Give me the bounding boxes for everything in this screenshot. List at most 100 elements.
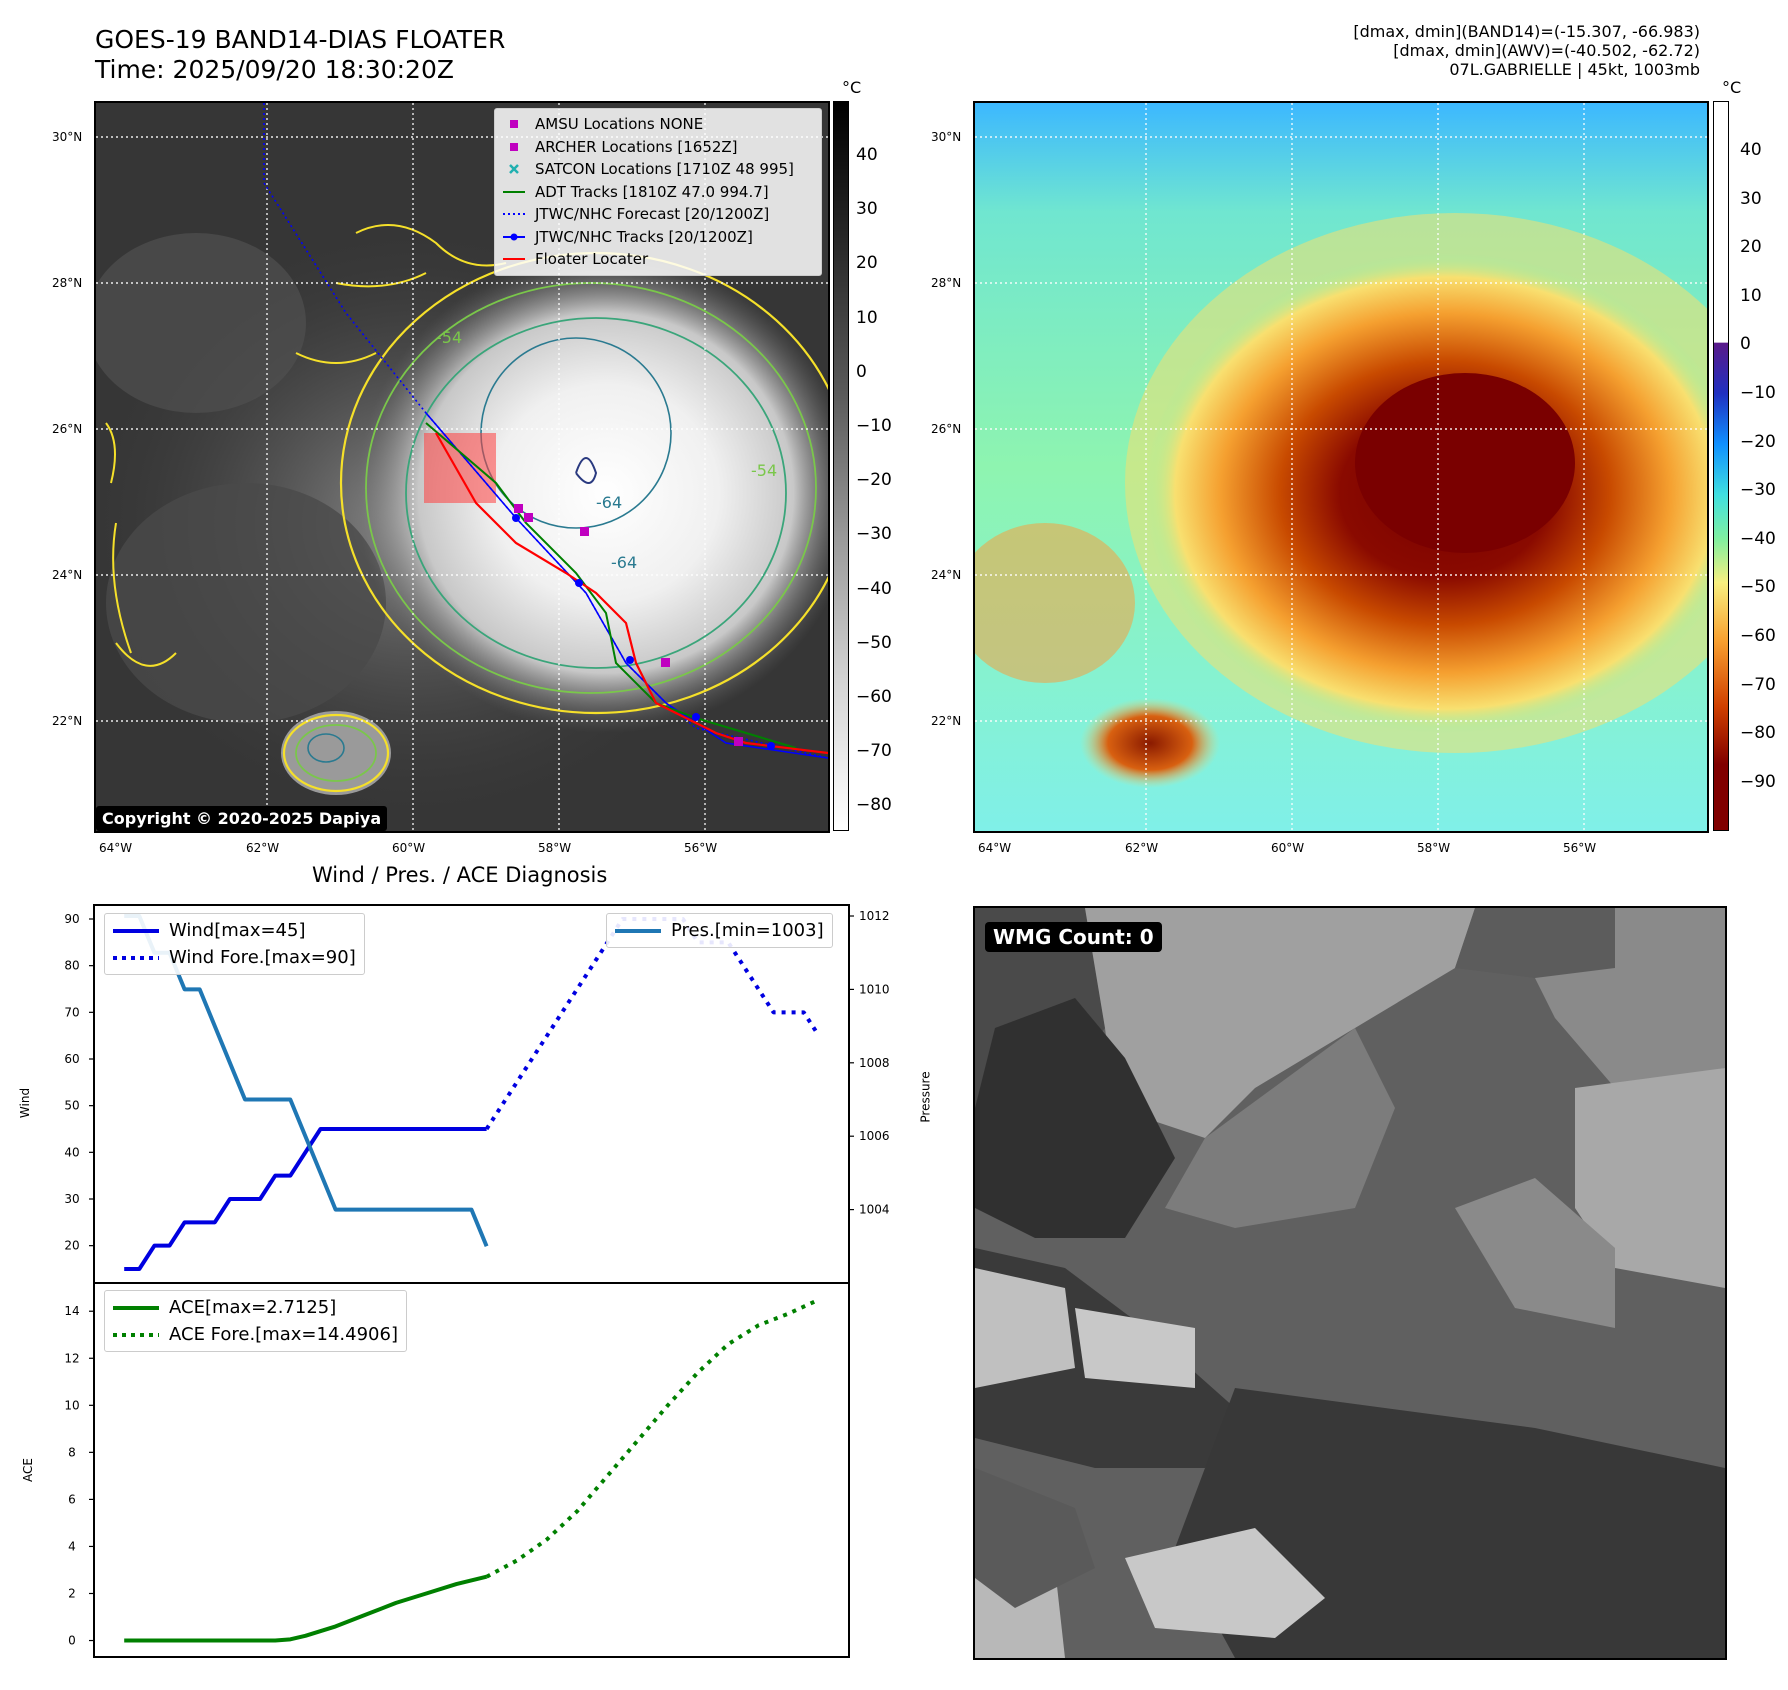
legend-item-adt: ADT Tracks [1810Z 47.0 994.7] [503, 181, 813, 204]
line-dot-icon [503, 233, 525, 241]
y-tick-label: 2 [68, 1586, 76, 1600]
lon-label: 56°W [1563, 841, 1597, 855]
y-right-tick-label: 1008 [859, 1056, 890, 1070]
series-line [485, 1297, 820, 1579]
contour-label: -64 [596, 493, 623, 512]
lat-label: 24°N [931, 568, 962, 582]
colorbar-tick: −10 [1740, 383, 1776, 403]
y-right-tick-label: 1006 [859, 1129, 890, 1143]
info-band14: [dmax, dmin](BAND14)=(-15.307, -66.983) [1353, 22, 1700, 41]
awv-map-panel [973, 101, 1709, 833]
colorbar-tick: −20 [856, 470, 892, 491]
legend-item-wind-fore: Wind Fore.[max=90] [113, 944, 356, 971]
series-line [484, 917, 821, 1131]
y-tick-label: 70 [64, 1005, 79, 1019]
x-marker-icon [509, 164, 519, 175]
lat-label: 26°N [931, 422, 962, 436]
series-line [124, 1574, 488, 1643]
colorbar-tick: −20 [1740, 431, 1776, 452]
header-info: [dmax, dmin](BAND14)=(-15.307, -66.983) … [1100, 22, 1700, 79]
ace-legend: ACE[max=2.7125] ACE Fore.[max=14.4906] [104, 1290, 407, 1352]
dotted-line-icon [113, 1332, 159, 1337]
colorbar-tick: −30 [856, 524, 892, 545]
ir-colorbar [833, 101, 849, 831]
colorbar-tick: 40 [856, 145, 878, 165]
wmg-panel: WMG Count: 0 [973, 906, 1727, 1660]
colorbar-unit: °C [1722, 78, 1742, 97]
ir-legend: AMSU Locations NONE ARCHER Locations [16… [494, 108, 822, 276]
pressure-legend: Pres.[min=1003] [606, 913, 833, 948]
y-tick-label: 0 [68, 1634, 76, 1648]
colorbar-tick: 40 [1740, 140, 1762, 160]
legend-item-amsu: AMSU Locations NONE [503, 113, 813, 136]
solid-line-icon [615, 928, 661, 933]
colorbar-unit: °C [842, 78, 862, 97]
y-tick-label: 14 [64, 1304, 79, 1318]
colorbar-tick: −10 [856, 416, 892, 436]
lon-label: 64°W [978, 841, 1012, 855]
lat-label: 30°N [52, 130, 83, 144]
dotted-line-icon [113, 955, 159, 960]
y-tick-label: 60 [64, 1052, 79, 1066]
colorbar-tick: 20 [1740, 237, 1762, 258]
lon-label: 62°W [1125, 841, 1159, 855]
colorbar-tick: −40 [1740, 528, 1776, 549]
pressure-axis-label: Pressure [918, 1071, 933, 1123]
square-marker-icon [510, 120, 518, 129]
y-right-tick-label: 1010 [859, 982, 890, 996]
lat-label: 24°N [52, 568, 83, 582]
lon-label: 60°W [392, 841, 426, 855]
awv-map-image [975, 103, 1707, 831]
colorbar-tick: −40 [856, 578, 892, 599]
y-tick-label: 10 [64, 1398, 79, 1412]
contour-label: -64 [611, 553, 638, 572]
y-tick-label: 90 [64, 912, 79, 926]
copyright: Copyright © 2020-2025 Dapiya [96, 806, 388, 831]
y-tick-label: 6 [68, 1492, 76, 1506]
colorbar-tick: 20 [856, 253, 878, 274]
lon-label: 58°W [1417, 841, 1451, 855]
lon-label: 56°W [684, 841, 718, 855]
colorbar-tick: 10 [856, 307, 878, 328]
y-right-tick-label: 1012 [859, 909, 890, 923]
series-line [124, 1127, 487, 1271]
ir-map-panel: -64 -64 -54 -54 AMSU Locations NONE ARCH… [94, 101, 830, 833]
colorbar-tick: 10 [1740, 285, 1762, 306]
colorbar-tick: −60 [856, 687, 892, 707]
lat-label: 26°N [52, 422, 83, 436]
lat-label: 22°N [931, 714, 962, 728]
legend-item-floater: Floater Locater [503, 248, 813, 271]
lon-label: 60°W [1271, 841, 1305, 855]
y-tick-label: 80 [64, 959, 79, 973]
diagnosis-title: Wind / Pres. / ACE Diagnosis [312, 863, 608, 887]
lat-label: 30°N [931, 130, 962, 144]
legend-item-archer: ARCHER Locations [1652Z] [503, 136, 813, 159]
colorbar-tick: −50 [856, 632, 892, 653]
legend-item-tracks: JTWC/NHC Tracks [20/1200Z] [503, 226, 813, 249]
solid-line-icon [113, 1305, 159, 1310]
y-tick-label: 40 [64, 1145, 79, 1159]
wind-axis-label: Wind [18, 1087, 33, 1119]
awv-colorbar [1713, 101, 1729, 831]
colorbar-tick: −80 [1740, 723, 1776, 744]
legend-item-satcon: SATCON Locations [1710Z 48 995] [503, 158, 813, 181]
chart-time: Time: 2025/09/20 18:30:20Z [95, 55, 454, 84]
y-tick-label: 30 [64, 1192, 79, 1206]
y-tick-label: 8 [68, 1445, 76, 1459]
colorbar-tick: 30 [856, 199, 878, 220]
colorbar-tick: −90 [1740, 771, 1776, 792]
colorbar-tick: −70 [856, 741, 892, 762]
wmg-count-badge: WMG Count: 0 [985, 922, 1162, 952]
colorbar-tick: −80 [856, 795, 892, 816]
wmg-image [975, 908, 1725, 1658]
colorbar-tick: −60 [1740, 626, 1776, 646]
colorbar-tick: 0 [1740, 334, 1751, 355]
colorbar-tick: −70 [1740, 674, 1776, 695]
lat-label: 28°N [931, 276, 962, 290]
ace-axis-label: ACE [20, 1458, 35, 1482]
colorbar-tick: −50 [1740, 577, 1776, 598]
y-tick-label: 50 [64, 1099, 79, 1113]
colorbar-tick: 0 [856, 361, 867, 382]
lat-label: 22°N [52, 714, 83, 728]
legend-item-pressure: Pres.[min=1003] [615, 917, 824, 944]
